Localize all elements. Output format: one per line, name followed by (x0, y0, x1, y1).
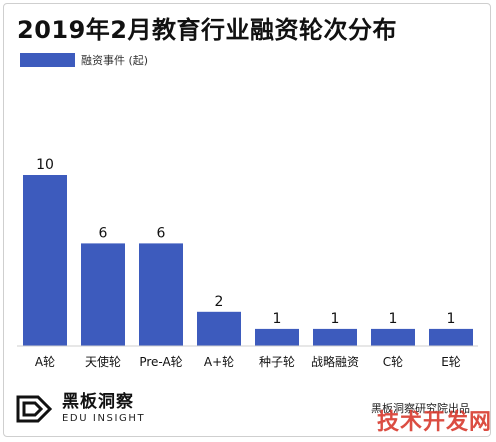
brand-name: 黑板洞察 (62, 392, 134, 412)
data-label-5: 1 (331, 311, 340, 327)
x-tick-label-2: Pre-A轮 (139, 355, 182, 369)
bar-2 (139, 243, 183, 346)
data-label-6: 1 (389, 311, 398, 327)
site-watermark: 技术开发网 (376, 410, 492, 435)
x-tick-label-1: 天使轮 (85, 354, 121, 369)
data-label-0: 10 (36, 157, 54, 173)
brand-english: EDU INSIGHT (62, 413, 146, 424)
x-tick-label-5: 战略融资 (311, 354, 359, 369)
x-tick-label-7: E轮 (441, 355, 461, 369)
source-credit: 黑板洞察研究院出品 (371, 402, 470, 415)
data-label-3: 2 (215, 294, 224, 310)
data-label-7: 1 (447, 311, 456, 327)
bar-0 (23, 175, 67, 346)
x-tick-label-0: A轮 (35, 355, 55, 369)
bar-6 (371, 328, 415, 346)
data-label-2: 6 (157, 225, 166, 241)
legend: 融资事件 (起) (20, 52, 148, 68)
data-label-4: 1 (273, 311, 282, 327)
data-label-1: 6 (99, 225, 108, 241)
x-tick-label-4: 种子轮 (259, 355, 295, 369)
x-tick-label-3: A+轮 (204, 355, 234, 369)
edu-insight-logo-icon (16, 395, 53, 422)
brand-logo: 黑板洞察 EDU INSIGHT (16, 392, 145, 425)
chart-card (3, 3, 491, 437)
bar-3 (197, 311, 241, 346)
chart-title: 2019年2月教育行业融资轮次分布 (17, 16, 397, 44)
bar-1 (81, 243, 125, 346)
legend-swatch (20, 53, 75, 67)
bar-4 (255, 328, 299, 346)
brand-text: 黑板洞察 EDU INSIGHT (62, 392, 145, 425)
x-tick-label-6: C轮 (383, 355, 403, 369)
bar-5 (313, 328, 357, 346)
legend-label: 融资事件 (起) (81, 54, 149, 67)
bars-layer: 10 A轮 6 天使轮 6 Pre-A轮 2 A+轮 1 种子轮 1 战略融资 1 C轮 1 E轮 (23, 157, 473, 369)
bar-7 (429, 328, 473, 346)
